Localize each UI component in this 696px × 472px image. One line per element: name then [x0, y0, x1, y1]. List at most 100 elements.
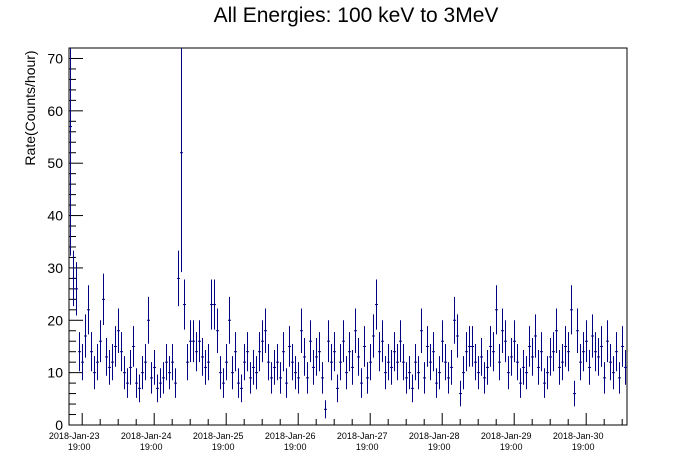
- data-point: [582, 332, 585, 372]
- data-point: [414, 344, 417, 381]
- data-point: [516, 344, 519, 381]
- data-point: [546, 356, 549, 390]
- data-point: [231, 356, 234, 390]
- data-point: [459, 380, 462, 407]
- data-point: [534, 314, 537, 358]
- data-point: [498, 344, 501, 381]
- data-point: [177, 250, 180, 307]
- y-tick-label: 20: [47, 312, 63, 328]
- data-point: [99, 320, 102, 363]
- y-tick-label: 50: [47, 155, 63, 171]
- data-point: [306, 362, 309, 394]
- data-point: [456, 314, 459, 358]
- data-point: [120, 332, 123, 372]
- x-tick-date: 2018-Jan-28: [409, 431, 460, 441]
- data-point: [159, 368, 162, 398]
- data-point: [525, 356, 528, 390]
- data-point: [594, 332, 597, 372]
- data-point: [468, 326, 471, 367]
- data-point: [411, 374, 414, 403]
- x-tick-date: 2018-Jan-23: [49, 431, 100, 441]
- data-point: [537, 350, 540, 385]
- data-point: [225, 344, 228, 381]
- data-point: [291, 344, 294, 381]
- data-point: [561, 344, 564, 381]
- data-point: [501, 308, 504, 353]
- data-point: [444, 344, 447, 381]
- data-point: [477, 356, 480, 390]
- data-point: [171, 344, 174, 381]
- y-tick-label: 30: [47, 260, 63, 276]
- data-point: [342, 320, 345, 363]
- data-point: [123, 356, 126, 390]
- data-point: [426, 326, 429, 367]
- data-point: [621, 326, 624, 367]
- data-point: [186, 344, 189, 381]
- x-tick-date: 2018-Jan-24: [121, 431, 172, 441]
- data-point: [234, 332, 237, 372]
- data-point: [258, 332, 261, 372]
- data-point: [246, 332, 249, 372]
- data-point: [378, 332, 381, 372]
- data-point: [255, 356, 258, 390]
- data-point: [576, 308, 579, 353]
- x-tick-date: 2018-Jan-25: [193, 431, 244, 441]
- x-tick-date: 2018-Jan-29: [481, 431, 532, 441]
- data-point: [351, 350, 354, 385]
- data-point: [165, 344, 168, 381]
- data-point: [204, 350, 207, 385]
- data-point: [129, 350, 132, 385]
- data-point: [408, 356, 411, 390]
- data-point: [519, 368, 522, 398]
- data-point: [303, 338, 306, 376]
- data-point: [609, 344, 612, 381]
- data-point: [174, 368, 177, 398]
- data-point: [540, 332, 543, 372]
- data-point: [390, 350, 393, 385]
- data-point: [585, 320, 588, 363]
- chart-title: All Energies: 100 keV to 3MeV: [214, 4, 499, 27]
- data-point: [354, 308, 357, 353]
- plot-frame: [68, 47, 628, 426]
- x-tick-time: 19:00: [500, 442, 523, 452]
- data-point: [243, 344, 246, 381]
- data-point: [222, 368, 225, 398]
- data-points: [69, 48, 627, 419]
- data-point: [522, 350, 525, 385]
- data-point: [237, 368, 240, 398]
- data-point: [72, 250, 75, 307]
- data-point: [162, 362, 165, 394]
- data-point: [189, 320, 192, 363]
- data-point: [279, 362, 282, 394]
- data-point: [396, 344, 399, 381]
- data-point: [564, 326, 567, 367]
- data-point: [591, 314, 594, 358]
- y-tick-label: 0: [55, 417, 63, 433]
- data-point: [480, 338, 483, 376]
- data-point: [240, 374, 243, 403]
- data-point: [474, 344, 477, 381]
- data-point: [543, 368, 546, 398]
- data-point: [315, 338, 318, 376]
- data-point: [615, 332, 618, 372]
- data-point: [555, 308, 558, 353]
- data-point: [597, 338, 600, 376]
- data-point: [216, 308, 219, 353]
- data-point: [270, 362, 273, 394]
- data-point: [453, 296, 456, 344]
- data-point: [81, 344, 84, 381]
- data-point: [510, 338, 513, 376]
- data-point: [384, 356, 387, 390]
- data-point: [201, 338, 204, 376]
- data-point: [567, 332, 570, 372]
- data-point: [441, 320, 444, 363]
- data-point: [192, 320, 195, 363]
- data-point: [345, 356, 348, 390]
- data-point: [297, 362, 300, 394]
- data-point: [198, 320, 201, 363]
- data-point: [549, 338, 552, 376]
- data-point: [531, 338, 534, 376]
- data-point: [492, 332, 495, 372]
- data-point: [114, 326, 117, 367]
